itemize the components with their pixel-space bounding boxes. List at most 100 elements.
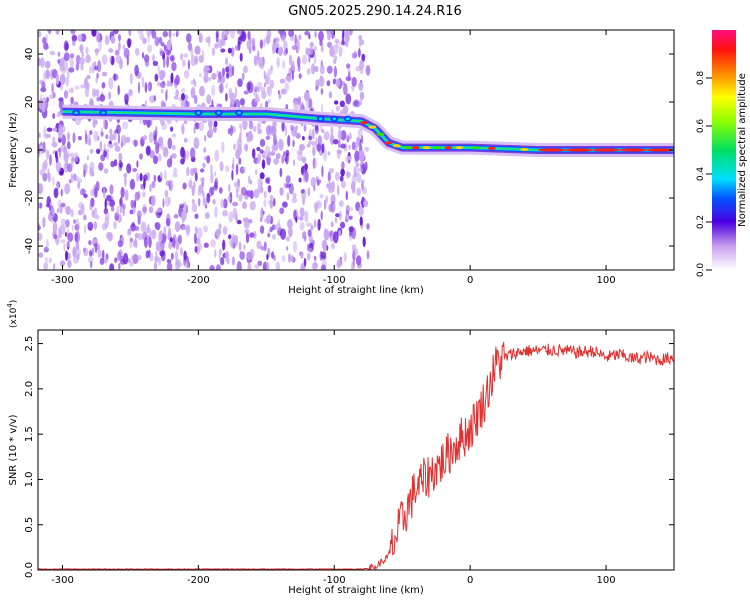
noise-speck xyxy=(159,50,165,57)
noise-speck xyxy=(291,197,298,204)
noise-speck xyxy=(283,151,286,158)
noise-speck xyxy=(193,137,200,149)
noise-speck xyxy=(263,241,267,252)
noise-speck xyxy=(285,175,291,184)
noise-speck xyxy=(170,72,174,84)
noise-speck xyxy=(148,206,154,214)
noise-speck xyxy=(171,61,177,72)
noise-speck xyxy=(56,73,60,86)
noise-speck xyxy=(316,143,322,152)
noise-speck xyxy=(304,91,310,102)
noise-speck xyxy=(174,250,179,262)
noise-speck xyxy=(72,132,76,144)
noise-speck xyxy=(200,168,205,173)
noise-speck xyxy=(190,87,196,99)
noise-speck xyxy=(91,209,95,218)
noise-speck xyxy=(189,147,196,159)
noise-speck xyxy=(71,224,74,232)
noise-speck xyxy=(79,189,83,196)
noise-speck xyxy=(165,90,168,102)
noise-speck xyxy=(359,100,362,106)
noise-speck xyxy=(320,210,323,221)
noise-speck xyxy=(231,65,235,76)
noise-speck xyxy=(70,158,74,168)
noise-speck xyxy=(335,105,340,112)
noise-speck xyxy=(79,57,86,65)
noise-speck xyxy=(313,46,317,51)
noise-speck xyxy=(328,91,333,99)
noise-speck xyxy=(206,193,211,204)
noise-speck xyxy=(302,197,305,206)
noise-speck xyxy=(231,169,234,181)
noise-speck xyxy=(222,226,228,235)
noise-speck xyxy=(206,155,211,164)
noise-speck xyxy=(170,252,174,260)
y-tick-label: -20 xyxy=(24,190,35,206)
noise-speck xyxy=(52,176,55,186)
noise-speck xyxy=(38,232,43,241)
noise-speck xyxy=(340,168,345,177)
noise-speck xyxy=(67,141,71,150)
figure-title: GN05.2025.290.14.24.R16 xyxy=(288,4,462,19)
noise-speck xyxy=(252,148,256,159)
colorbar-gradient xyxy=(712,30,736,270)
noise-speck xyxy=(360,161,365,170)
x-tick-label: 0 xyxy=(467,575,473,586)
noise-speck xyxy=(69,152,75,158)
noise-speck xyxy=(67,131,70,142)
noise-speck xyxy=(341,161,345,170)
noise-speck xyxy=(130,237,134,243)
noise-speck xyxy=(236,219,242,225)
noise-speck xyxy=(99,94,106,102)
noise-speck xyxy=(313,219,317,228)
noise-speck xyxy=(235,212,238,223)
noise-speck xyxy=(256,81,263,90)
noise-speck xyxy=(65,76,70,87)
noise-speck xyxy=(357,255,362,264)
noise-speck xyxy=(293,240,298,253)
noise-speck xyxy=(180,99,187,108)
noise-speck xyxy=(168,36,172,46)
noise-speck xyxy=(317,218,321,231)
noise-speck xyxy=(283,40,288,50)
noise-speck xyxy=(325,195,329,204)
noise-speck xyxy=(340,130,347,141)
noise-speck xyxy=(70,53,74,59)
noise-speck xyxy=(355,162,360,167)
noise-speck xyxy=(239,132,242,143)
noise-speck xyxy=(98,39,102,51)
noise-speck xyxy=(335,38,340,49)
noise-speck xyxy=(237,78,243,87)
noise-speck xyxy=(153,174,157,182)
noise-speck xyxy=(232,242,236,249)
noise-speck xyxy=(203,147,207,153)
noise-speck xyxy=(336,150,341,159)
noise-speck xyxy=(225,57,229,66)
noise-speck xyxy=(154,261,157,270)
noise-speck xyxy=(207,37,211,48)
noise-speck xyxy=(65,205,71,215)
noise-speck xyxy=(286,246,289,251)
noise-speck xyxy=(168,240,173,250)
noise-speck xyxy=(280,228,287,240)
noise-speck xyxy=(282,60,286,70)
noise-speck xyxy=(283,49,287,56)
noise-speck xyxy=(148,83,151,91)
noise-speck xyxy=(239,251,246,261)
noise-speck xyxy=(256,123,261,130)
noise-speck xyxy=(360,134,364,145)
noise-speck xyxy=(218,248,222,256)
noise-speck xyxy=(293,159,296,167)
top-x-axis-label: Height of straight line (km) xyxy=(288,285,424,296)
noise-speck xyxy=(226,72,230,79)
noise-speck xyxy=(93,90,100,96)
noise-speck xyxy=(186,150,190,160)
noise-speck xyxy=(345,93,352,105)
noise-speck xyxy=(339,175,344,182)
noise-speck xyxy=(38,225,41,230)
noise-speck xyxy=(160,230,163,242)
noise-speck xyxy=(118,152,123,162)
noise-speck xyxy=(198,184,204,194)
noise-speck xyxy=(214,249,217,258)
noise-speck xyxy=(128,30,132,37)
